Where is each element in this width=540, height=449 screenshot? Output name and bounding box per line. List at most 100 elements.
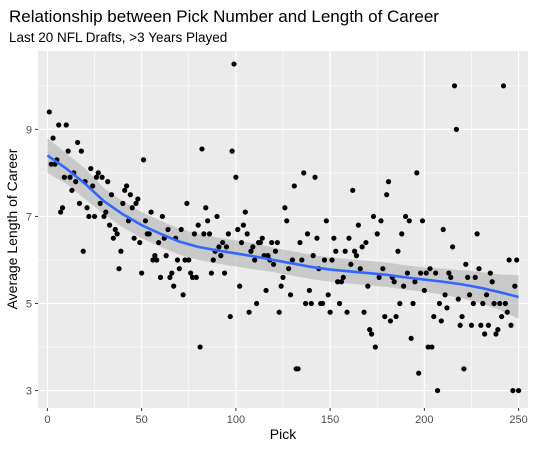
data-point [208, 270, 214, 276]
data-point [95, 170, 101, 176]
data-point [286, 266, 292, 272]
data-point [180, 292, 186, 298]
data-point [250, 244, 256, 250]
data-point [135, 196, 141, 202]
data-point [436, 300, 443, 307]
data-point [353, 253, 360, 259]
data-point [97, 200, 103, 206]
data-point [323, 218, 329, 224]
y-axis: 3 5 7 9 [26, 124, 38, 398]
data-point [325, 292, 331, 298]
data-point [495, 327, 501, 333]
data-point [433, 270, 439, 276]
data-point [429, 344, 435, 350]
x-tick-label: 200 [415, 414, 433, 426]
data-point [312, 174, 318, 180]
data-point [203, 205, 209, 211]
data-point [387, 318, 394, 324]
data-point [336, 300, 343, 307]
data-point [259, 235, 265, 241]
data-point [297, 239, 303, 246]
data-point [380, 266, 386, 272]
data-point [182, 257, 188, 263]
data-point [483, 292, 490, 298]
data-point [169, 270, 175, 276]
y-tick-label: 3 [26, 386, 32, 398]
data-point [148, 209, 154, 215]
data-point [393, 313, 399, 320]
data-point [58, 209, 64, 215]
y-tick-label: 9 [26, 124, 32, 136]
data-point [214, 213, 220, 220]
data-point [416, 370, 422, 376]
data-point [103, 209, 109, 215]
data-point [270, 261, 277, 267]
data-point [417, 270, 424, 276]
data-point [69, 187, 75, 193]
data-point [359, 244, 365, 250]
data-point [150, 257, 156, 263]
data-point [67, 174, 73, 180]
y-tick-label: 7 [26, 211, 32, 223]
data-point [191, 231, 198, 237]
data-point [378, 218, 384, 224]
minor-gridlines [38, 51, 528, 408]
data-point [401, 283, 407, 289]
data-point [442, 292, 448, 298]
data-point [91, 213, 98, 220]
data-point [365, 283, 371, 289]
data-point [455, 296, 461, 302]
data-point [482, 331, 488, 337]
data-point [344, 309, 350, 315]
data-point [139, 270, 145, 276]
data-point [163, 253, 169, 259]
data-point [493, 331, 499, 337]
data-point [340, 274, 346, 280]
data-point [221, 270, 228, 276]
data-point [342, 248, 348, 254]
data-point [480, 300, 486, 307]
data-point [321, 257, 328, 263]
data-point [478, 322, 484, 328]
data-point [254, 300, 260, 307]
data-point [59, 205, 66, 211]
data-point [448, 274, 454, 280]
data-point [154, 257, 160, 263]
data-point [257, 239, 263, 246]
data-point [156, 239, 162, 246]
data-point [350, 187, 356, 193]
data-point [205, 218, 211, 224]
data-point [142, 218, 149, 224]
data-point [368, 331, 375, 337]
x-tick-label: 150 [321, 414, 339, 426]
data-point [274, 239, 280, 246]
data-point [118, 248, 124, 254]
data-point [252, 257, 258, 263]
data-point [152, 253, 158, 259]
data-point [348, 261, 354, 267]
data-point [466, 292, 473, 298]
data-point [74, 139, 81, 146]
data-point [276, 309, 282, 315]
data-point [397, 300, 403, 307]
data-point [61, 174, 67, 180]
data-point [308, 300, 314, 307]
data-point [269, 239, 275, 246]
data-point [289, 257, 296, 263]
data-point [76, 200, 83, 206]
data-point [197, 344, 203, 350]
x-axis-label: Pick [270, 426, 297, 442]
data-point [238, 239, 245, 246]
data-point [73, 179, 79, 185]
data-point [404, 270, 410, 276]
data-point [446, 270, 452, 276]
data-point [502, 300, 508, 307]
data-point [361, 309, 367, 315]
data-point [434, 387, 441, 394]
data-point [410, 300, 416, 307]
data-point [472, 274, 478, 280]
data-point [514, 257, 520, 263]
data-point [101, 213, 107, 220]
data-point [146, 231, 152, 237]
data-point [423, 270, 429, 276]
